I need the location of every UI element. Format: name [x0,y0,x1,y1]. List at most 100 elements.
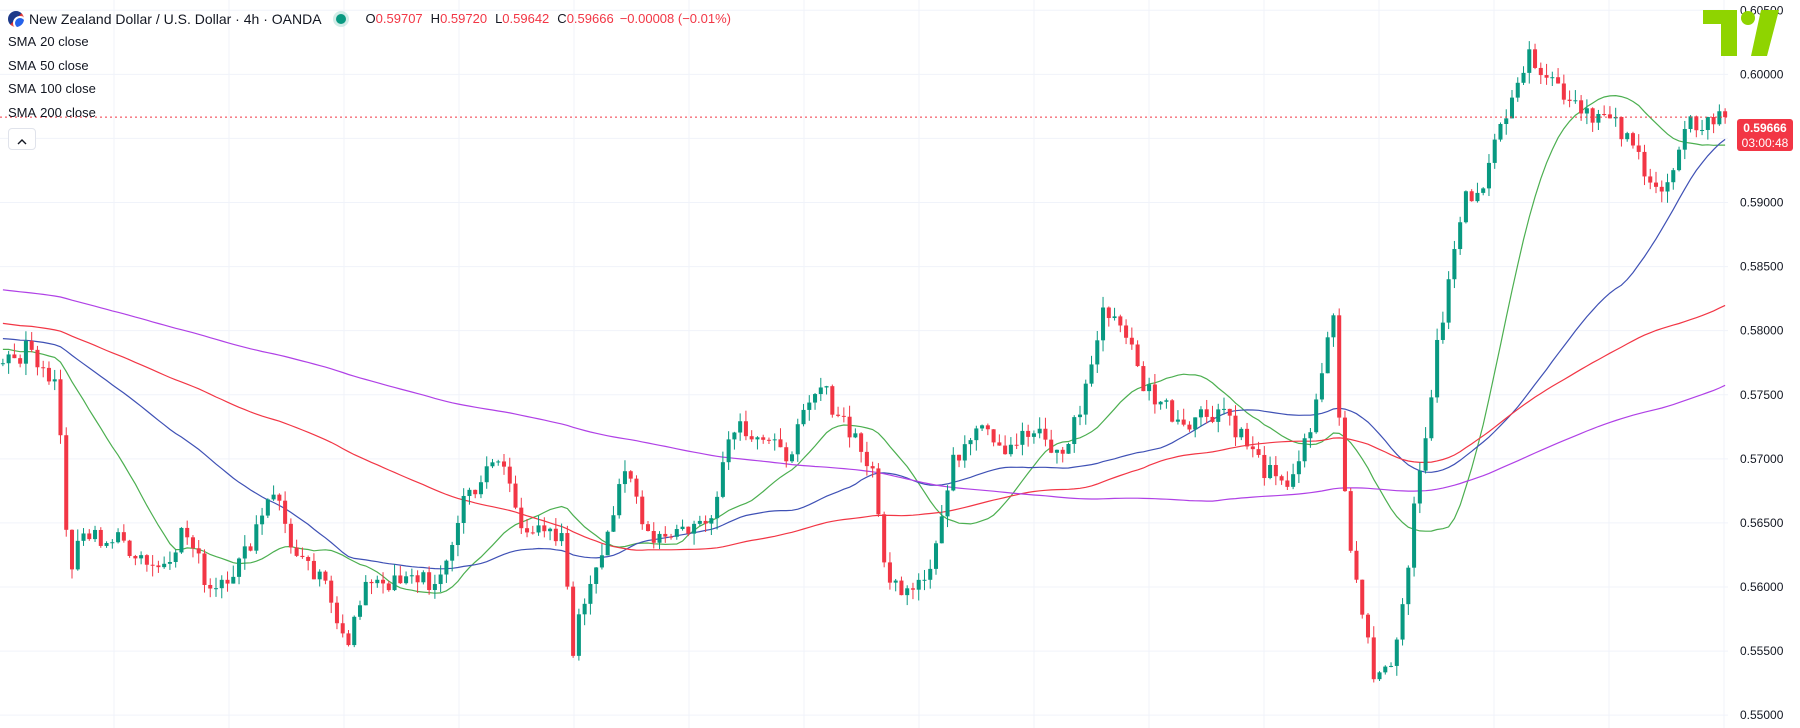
candle-body [1602,113,1607,115]
candle-body [1262,454,1267,479]
candle-body [1682,128,1687,150]
candle-body [1210,416,1215,422]
candle-body [536,525,541,533]
candle-body [1043,428,1048,440]
candle-body [1141,366,1146,392]
candle-body [1533,49,1538,68]
candle-body [260,515,265,525]
candle-body [1469,191,1474,202]
candle-body [1417,470,1422,504]
candle-body [1636,145,1641,152]
candle-body [1348,491,1353,551]
candle-body [375,579,380,584]
candle-body [703,520,708,524]
candle-body [352,616,357,646]
tradingview-logo-icon[interactable] [1703,10,1789,56]
candle-body [761,437,766,440]
candle-body [381,579,386,584]
indicator-sma-200[interactable]: SMA 200 close [8,101,731,125]
candle-body [1331,315,1336,338]
candle-body [150,564,155,566]
indicator-param: 200 close [40,104,96,120]
candle-body [52,379,57,382]
open-label: O [365,11,376,26]
candle-body [1412,503,1417,568]
market-status-icon[interactable] [335,14,346,24]
candle-body [237,558,242,577]
candle-body [933,543,939,569]
price-tick-label: 0.55000 [1740,708,1784,722]
candle-body [1573,100,1578,102]
candle-body [1498,123,1503,140]
candle-body [300,555,305,558]
candle-body [1723,111,1728,118]
candle-body [357,605,363,617]
candle-body [1377,672,1382,680]
candle-body [1550,77,1555,79]
candle-body [478,482,483,495]
candle-body [628,471,633,479]
candle-body [317,571,322,580]
candle-body [1031,433,1036,437]
candle-body [1561,83,1566,100]
candle-body [519,507,524,529]
price-axis[interactable]: 0.605000.600000.595000.590000.585000.580… [1740,3,1784,722]
price-tick-label: 0.57500 [1740,388,1784,402]
candle-body [116,532,121,543]
candle-body [749,436,754,440]
candle-body [1677,149,1682,171]
candle-body [1481,188,1486,193]
candle-body [928,568,933,580]
price-tick-label: 0.56500 [1740,516,1784,530]
candle-body [1671,170,1676,183]
candle-body [1504,118,1509,124]
candle-body [1049,439,1054,453]
candle-body [582,603,587,615]
candle-body [248,546,253,551]
symbol-title[interactable]: New Zealand Dollar / U.S. Dollar · 4h · … [29,11,322,27]
candle-body [1054,449,1059,453]
candle-body [864,451,869,467]
candle-body [1296,461,1301,475]
candle-body [29,340,34,350]
indicator-sma-50[interactable]: SMA 50 close [8,54,731,78]
candle-body [1440,322,1445,340]
price-tick-label: 0.58500 [1740,260,1784,274]
candle-body [680,526,685,530]
candle-body [887,562,892,583]
candle-body [720,462,725,497]
candle-body [1665,182,1670,192]
candle-body [1360,579,1365,615]
candle-body [1458,222,1463,250]
indicator-name: SMA [8,81,37,96]
candle-body [496,461,501,463]
candle-body [1607,114,1612,119]
candle-body [1250,446,1255,450]
candle-body [1435,339,1440,398]
candle-body [807,402,812,410]
indicator-sma-100[interactable]: SMA 100 close [8,77,731,101]
candle-body [674,529,679,537]
candle-body [93,529,98,540]
price-tick-label: 0.58000 [1740,324,1784,338]
candle-body [974,428,979,441]
low-value: 0.59642 [502,11,550,26]
collapse-legend-button[interactable] [8,128,36,150]
candle-body [663,533,668,537]
candle-body [1101,307,1106,341]
candle-body [1527,49,1532,73]
candle-body [1515,82,1520,98]
candle-body [1567,99,1572,101]
candle-body [127,540,132,556]
candle-body [1365,614,1371,638]
low-label: L [495,11,503,26]
price-change: −0.00008 (−0.01%) [619,11,731,26]
indicator-sma-20[interactable]: SMA 20 close [8,30,731,54]
candle-body [467,489,472,496]
candle-body [409,575,414,577]
candle-body [1026,430,1031,437]
candle-body [709,518,714,524]
candle-body [830,386,835,415]
